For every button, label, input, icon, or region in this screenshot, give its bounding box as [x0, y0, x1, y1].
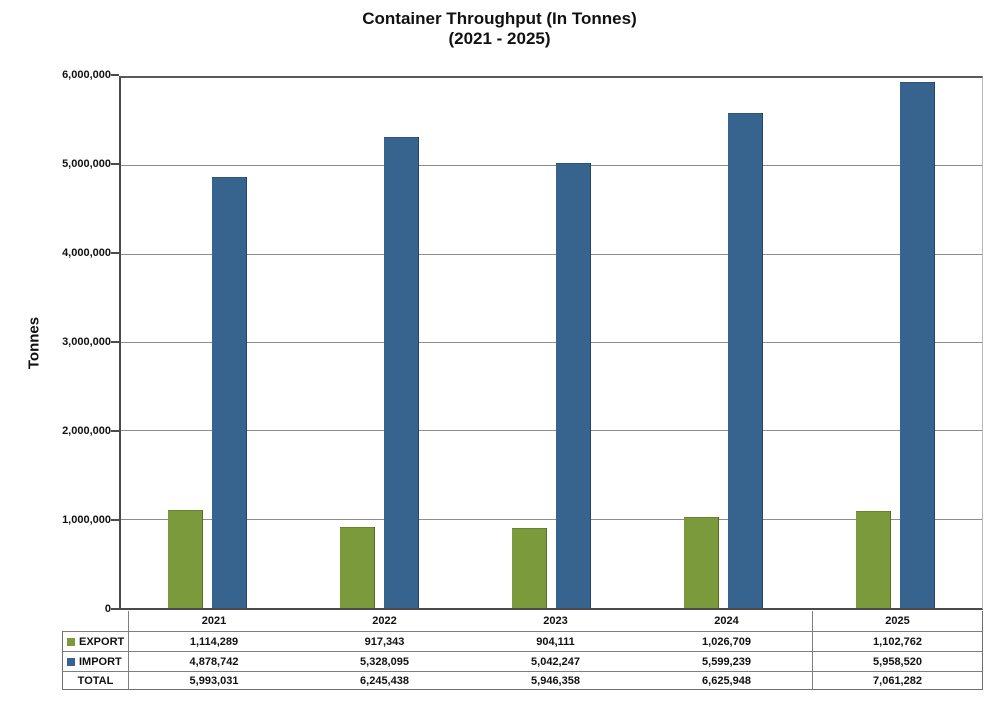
y-tick-label: 2,000,000: [62, 425, 111, 437]
bar-export-2024: [684, 517, 720, 608]
table-row-label-text: EXPORT: [79, 635, 125, 648]
table-row-label-import: IMPORT: [62, 651, 128, 671]
gridline-1000000: [121, 518, 982, 520]
table-cell-export-2024: 1,026,709: [641, 631, 812, 651]
table-cell-export-2021: 1,114,289: [128, 631, 299, 651]
table-row-label-text: IMPORT: [79, 655, 122, 668]
table-cell-total-2022: 6,245,438: [299, 671, 470, 690]
table-cell-year-2024: 2024: [714, 615, 739, 627]
table-row-label-export: EXPORT: [62, 631, 128, 651]
table-cell-year-2023: 2023: [543, 615, 568, 627]
table-cell-import-2023: 5,042,247: [470, 651, 641, 671]
bar-group-2022: [293, 78, 465, 608]
gridline-5000000: [121, 165, 982, 167]
table-cell-total-2024: 6,625,948: [641, 671, 812, 690]
table-cell-import-2025: 5,958,520: [812, 651, 983, 671]
gridline-3000000: [121, 342, 982, 343]
data-table: 2021 2022 2023 2024 2025 EXPORT 1,114,289 917,3…: [62, 611, 983, 690]
bar-import-2024: [728, 113, 764, 608]
gridline-4000000: [121, 253, 982, 255]
table-cell-total-2021: 5,993,031: [128, 671, 299, 690]
chart-title: Container Throughput (In Tonnes) (2021 -…: [0, 9, 999, 49]
table-cell-import-2022: 5,328,095: [299, 651, 470, 671]
y-tick-label: 1,000,000: [62, 514, 111, 526]
table-cell-import-2024: 5,599,239: [641, 651, 812, 671]
bar-export-2025: [856, 511, 892, 608]
y-tick-mark: [111, 430, 119, 432]
table-cell-total-2023: 5,946,358: [470, 671, 641, 690]
y-tick-mark: [111, 608, 119, 610]
bar-group-2025: [810, 78, 982, 608]
bar-export-2023: [511, 528, 547, 608]
table-cell-export-2025: 1,102,762: [812, 631, 983, 651]
y-tick-label: 0: [104, 603, 111, 615]
table-corner-cell: [62, 611, 128, 631]
y-tick-label: 5,000,000: [62, 158, 111, 170]
table-cell-export-2022: 917,343: [299, 631, 470, 651]
bar-export-2022: [339, 527, 375, 608]
bar-import-2021: [211, 177, 247, 608]
plot-area: [119, 76, 983, 610]
table-cell-year-2021: 2021: [128, 611, 299, 631]
y-tick-label: 4,000,000: [62, 247, 111, 259]
y-tick-mark: [111, 519, 119, 521]
y-tick-mark: [111, 341, 119, 343]
legend-import-swatch-icon: [67, 657, 75, 666]
bar-group-2024: [638, 78, 810, 608]
chart-title-line2: (2021 - 2025): [448, 29, 551, 48]
table-cell-total-2025: 7,061,282: [812, 671, 983, 690]
y-tick-label: 3,000,000: [62, 336, 111, 348]
bar-group-2021: [121, 78, 293, 608]
chart-title-line1: Container Throughput (In Tonnes): [362, 9, 637, 28]
y-tick-mark: [111, 252, 119, 254]
legend-export-swatch-icon: [67, 637, 75, 646]
gridline-2000000: [121, 430, 982, 432]
bar-export-2021: [167, 510, 203, 608]
y-tick-mark: [111, 163, 119, 165]
y-tick-mark: [111, 74, 119, 76]
y-tick-label: 6,000,000: [62, 69, 111, 81]
table-row-label-total: TOTAL: [62, 671, 128, 690]
bar-import-2025: [900, 82, 936, 608]
table-cell-year-2025: 2025: [812, 611, 983, 631]
table-cell-year-2022: 2022: [372, 615, 397, 627]
bar-import-2023: [555, 163, 591, 608]
bar-group-2023: [465, 78, 637, 608]
table-cell-import-2021: 4,878,742: [128, 651, 299, 671]
table-cell-export-2023: 904,111: [470, 631, 641, 651]
bar-import-2022: [383, 137, 419, 608]
table-row-label-text: TOTAL: [77, 674, 114, 687]
